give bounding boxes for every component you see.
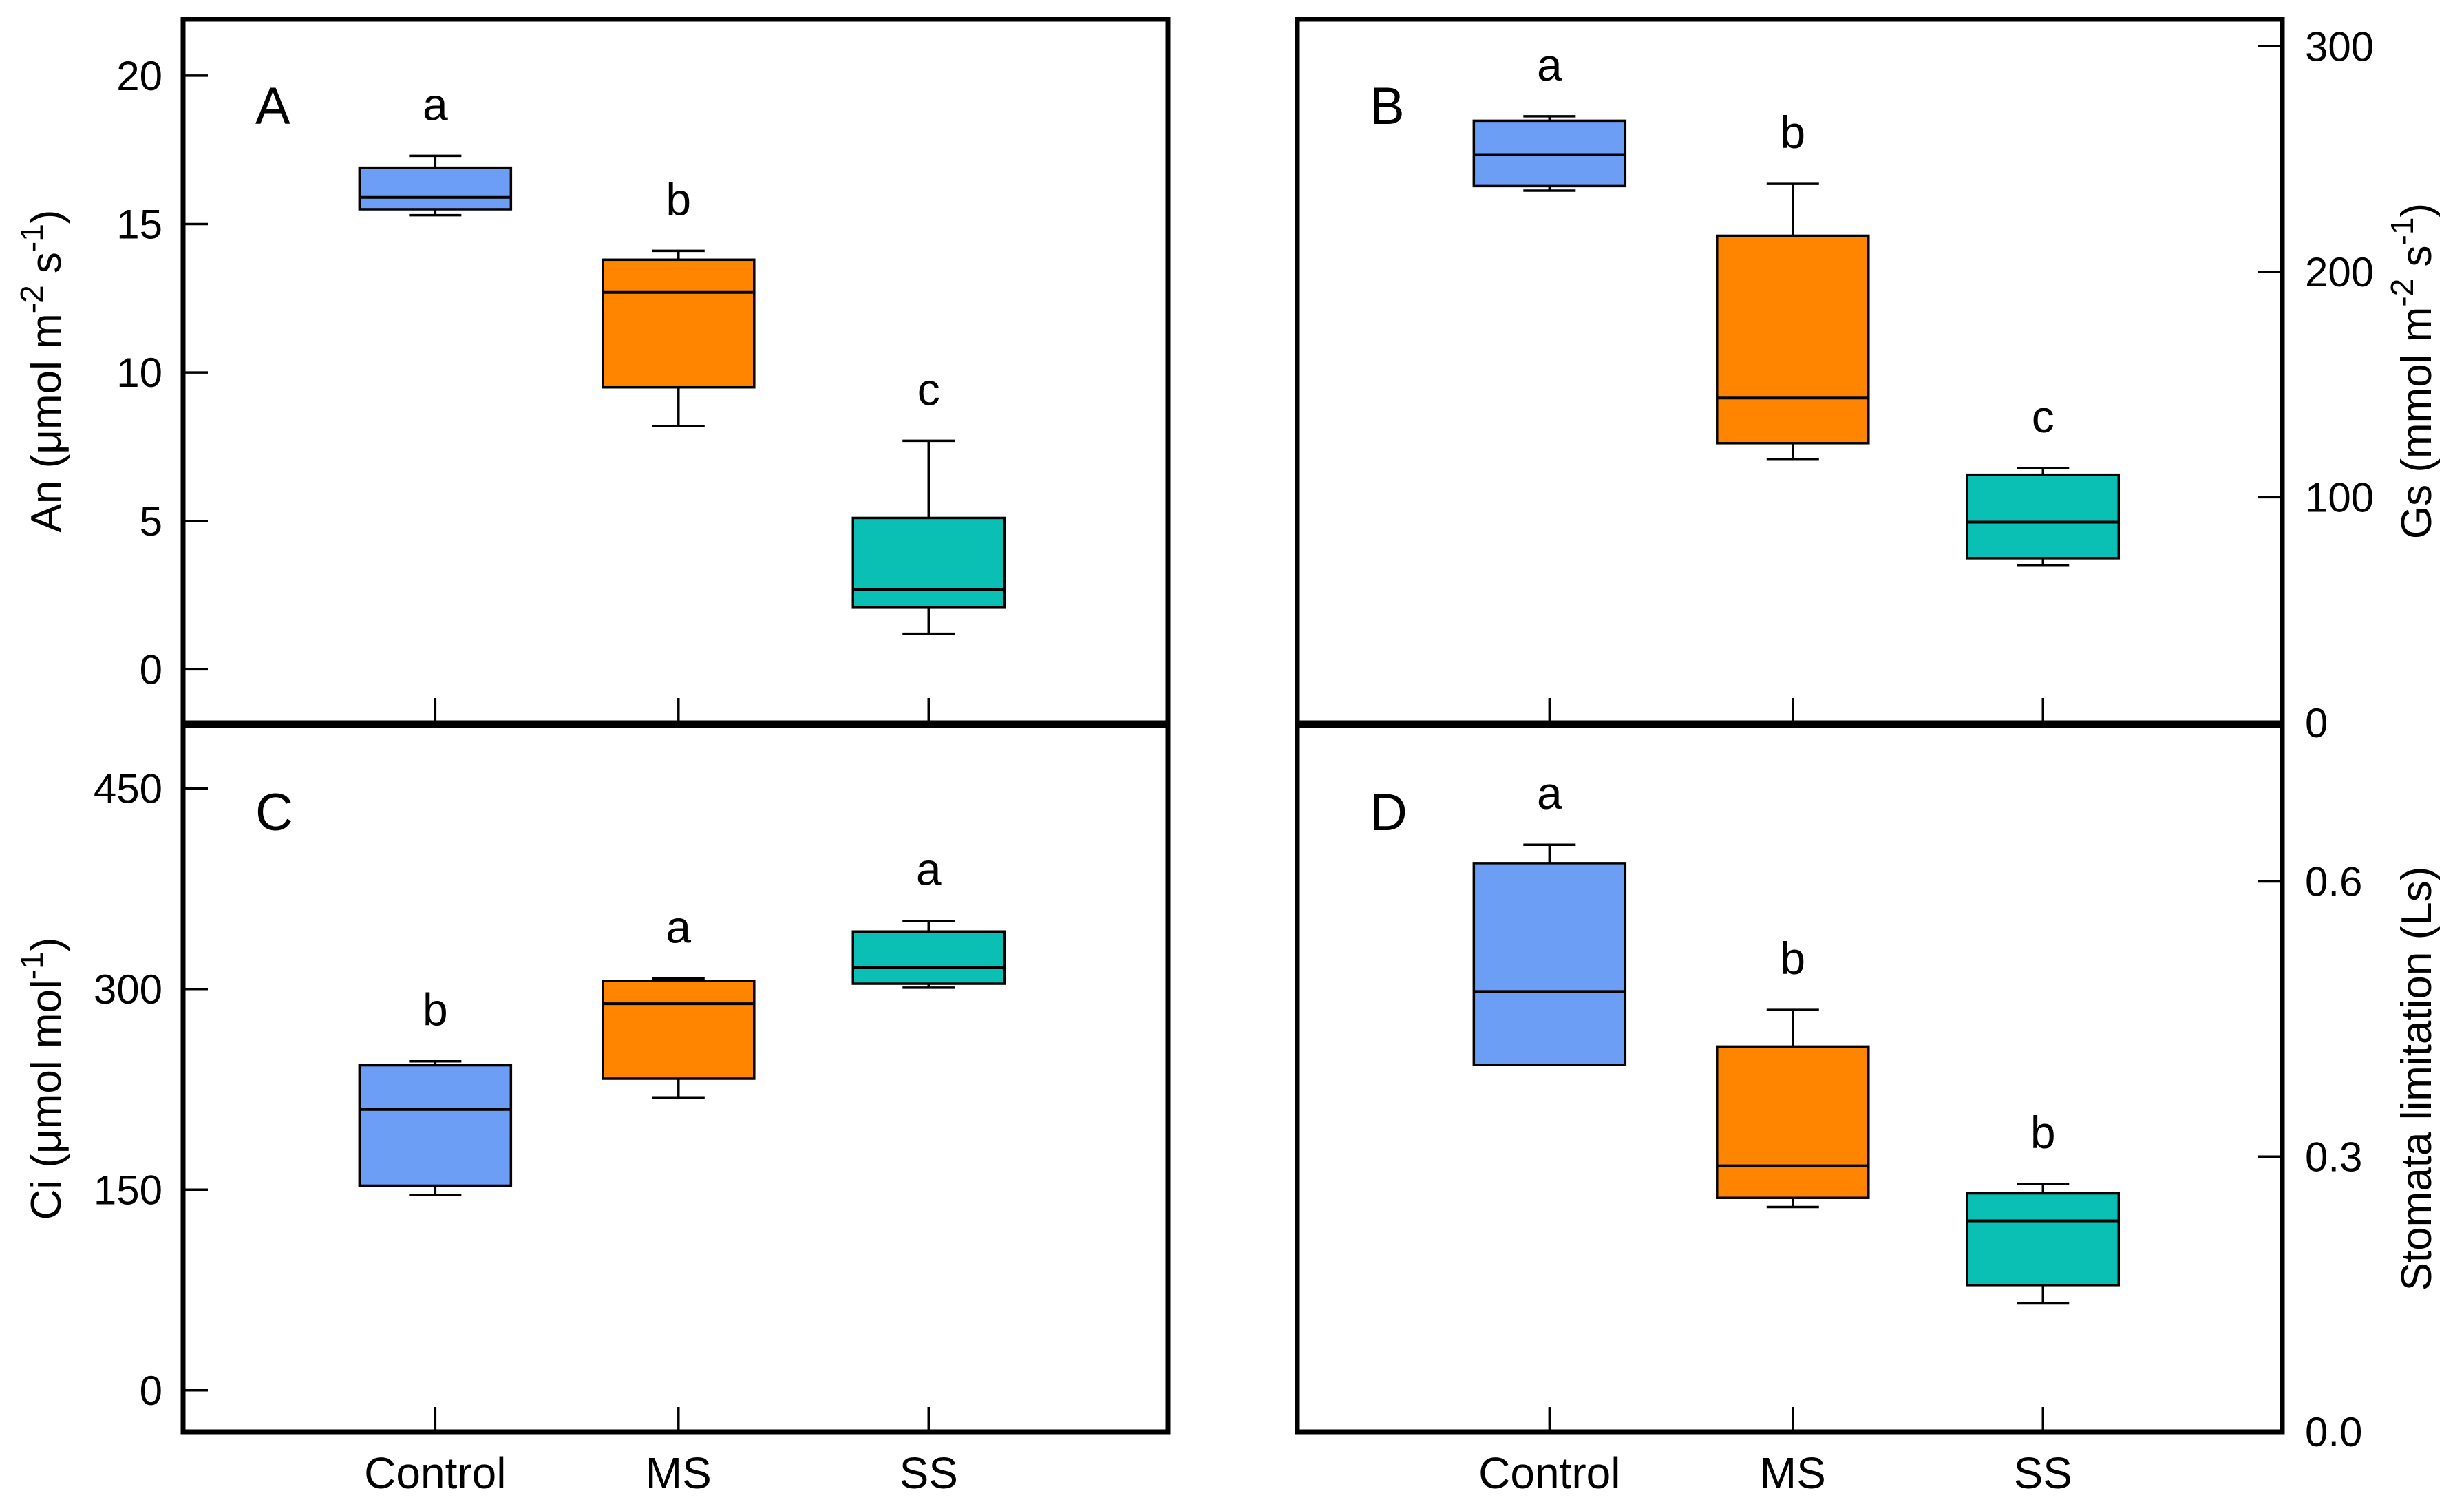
panel-letter-A: A [255, 77, 290, 136]
box-B-Control: a [1472, 39, 1627, 192]
y-tick-label: 450 [94, 765, 162, 812]
significance-letter: a [916, 844, 942, 895]
box-rect [602, 980, 756, 1080]
box-rect [1716, 234, 1870, 445]
box-C-MS: a [602, 901, 756, 1099]
box-rect [1966, 473, 2121, 560]
box-A-Control: a [358, 78, 513, 217]
box-A-MS: b [602, 173, 756, 427]
x-category-label: Control [364, 1448, 506, 1498]
panel-letter-C: C [255, 783, 293, 842]
panel-A: 0 5 10 15 20 An (μmol m-2 s-1) A a b c [14, 17, 1171, 726]
y-axis-title: Gs (mmol m-2 s-1) [2384, 203, 2441, 539]
y-tick-label: 300 [2305, 23, 2374, 70]
panel-frame-D [1295, 723, 2285, 1435]
y-tick-label: 100 [2305, 474, 2374, 520]
y-tick-label: 5 [140, 498, 162, 544]
y-tick-label: 0 [2305, 700, 2328, 746]
box-rect [851, 516, 1006, 609]
box-rect [358, 166, 513, 211]
significance-letter: b [666, 173, 691, 224]
y-tick-label: 20 [116, 53, 162, 99]
box-D-SS: b [1966, 1107, 2121, 1305]
x-category-label: SS [2014, 1448, 2072, 1498]
y-tick-label: 300 [94, 966, 162, 1013]
y-tick-label: 200 [2305, 249, 2374, 295]
y-axis-title: Ci (μmol mol-1) [14, 938, 70, 1220]
x-category-label: MS [646, 1448, 712, 1498]
box-C-Control: b [358, 984, 513, 1196]
panel-B: 0 100 200 300 Gs (mmol m-2 s-1) Ba b c [1295, 17, 2441, 746]
x-category-label: MS [1760, 1448, 1826, 1498]
box-rect [602, 258, 756, 389]
y-axis-title: Stomata limitation (Ls) [2393, 867, 2441, 1291]
x-category-label: Control [1478, 1448, 1620, 1498]
y-tick-label: 0.0 [2305, 1409, 2362, 1455]
y-tick-label: 0.3 [2305, 1134, 2362, 1180]
box-rect [1472, 862, 1627, 1066]
box-rect [1966, 1192, 2121, 1287]
y-tick-label: 0 [140, 1368, 162, 1414]
y-tick-label: 10 [116, 350, 162, 396]
significance-letter: a [1537, 768, 1562, 818]
panel-frame-B [1295, 17, 2285, 726]
significance-letter: a [666, 901, 691, 952]
box-C-SS: a [851, 844, 1006, 989]
significance-letter: b [1780, 933, 1805, 984]
box-D-Control: a [1472, 768, 1627, 1066]
box-A-SS: c [851, 363, 1006, 635]
panel-letter-B: B [1370, 77, 1405, 136]
y-tick-label: 0 [140, 646, 162, 692]
significance-letter: b [1780, 107, 1805, 158]
y-tick-label: 0.6 [2305, 859, 2362, 905]
panel-frame-A [180, 17, 1171, 726]
significance-letter: a [423, 78, 448, 129]
significance-letter: c [917, 363, 940, 414]
panel-letter-D: D [1370, 783, 1408, 842]
y-tick-label: 15 [116, 202, 162, 248]
box-rect [358, 1064, 513, 1187]
box-B-MS: b [1716, 107, 1870, 461]
panel-D: 0.0 0.3 0.6 Control MS SS Stomata limitation (… [1295, 723, 2441, 1498]
significance-letter: b [2030, 1107, 2056, 1158]
panel-C: 0 150 300 450 Control MS SS Ci (μmol mol-1) Cb a a [14, 723, 1171, 1498]
panel-frame-C [180, 723, 1171, 1435]
y-axis-title: An (μmol m-2 s-1) [14, 210, 70, 533]
box-D-MS: b [1716, 933, 1870, 1209]
significance-letter: a [1537, 39, 1562, 90]
x-category-label: SS [900, 1448, 958, 1498]
y-tick-label: 150 [94, 1167, 162, 1213]
significance-letter: c [2032, 391, 2054, 442]
box-rect [1716, 1045, 1870, 1199]
box-B-SS: c [1966, 391, 2121, 567]
box-rect [851, 930, 1006, 985]
significance-letter: b [423, 984, 448, 1035]
